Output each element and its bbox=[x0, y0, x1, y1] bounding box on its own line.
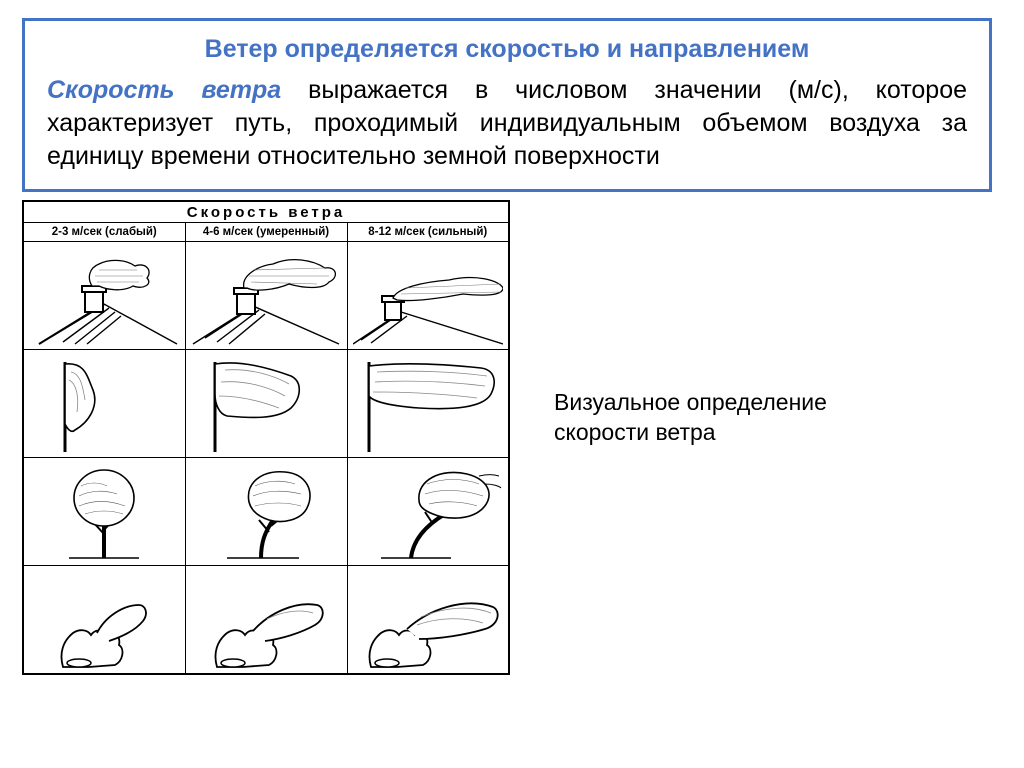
info-body: Скорость ветра выражается в числовом зна… bbox=[47, 74, 967, 173]
info-title: Ветер определяется скоростью и направлен… bbox=[47, 35, 967, 64]
table-row bbox=[23, 242, 509, 350]
flag-icon bbox=[353, 354, 503, 454]
cell-hand-weak bbox=[23, 566, 185, 674]
col-head-weak: 2-3 м/сек (слабый) bbox=[23, 223, 185, 242]
chimney-smoke-icon bbox=[353, 246, 503, 346]
col-range-1: 4-6 м/сек bbox=[203, 226, 253, 238]
wind-speed-table: Скорость ветра 2-3 м/сек (слабый) 4-6 м/… bbox=[22, 200, 510, 675]
col-label-1: (умеренный) bbox=[256, 226, 329, 238]
caption-line2: скорости ветра bbox=[554, 419, 716, 445]
table-caption: Визуальное определение скорости ветра bbox=[554, 388, 827, 448]
chimney-smoke-icon bbox=[191, 246, 341, 346]
cell-smoke-moderate bbox=[185, 242, 347, 350]
cell-flag-weak bbox=[23, 350, 185, 458]
table-row bbox=[23, 458, 509, 566]
cell-smoke-strong bbox=[347, 242, 509, 350]
info-box: Ветер определяется скоростью и направлен… bbox=[22, 18, 992, 192]
table-header-row: 2-3 м/сек (слабый) 4-6 м/сек (умеренный)… bbox=[23, 223, 509, 242]
col-range-0: 2-3 м/сек bbox=[52, 226, 102, 238]
chimney-smoke-icon bbox=[29, 246, 179, 346]
cell-hand-moderate bbox=[185, 566, 347, 674]
col-head-strong: 8-12 м/сек (сильный) bbox=[347, 223, 509, 242]
cell-tree-weak bbox=[23, 458, 185, 566]
cell-flag-strong bbox=[347, 350, 509, 458]
handkerchief-icon bbox=[191, 569, 341, 669]
lower-row: Скорость ветра 2-3 м/сек (слабый) 4-6 м/… bbox=[22, 200, 992, 675]
flag-icon bbox=[191, 354, 341, 454]
cell-flag-moderate bbox=[185, 350, 347, 458]
table-row bbox=[23, 350, 509, 458]
col-label-0: (слабый) bbox=[105, 226, 157, 238]
cell-hand-strong bbox=[347, 566, 509, 674]
handkerchief-icon bbox=[353, 569, 503, 669]
table-row bbox=[23, 566, 509, 674]
cell-smoke-weak bbox=[23, 242, 185, 350]
handkerchief-icon bbox=[29, 569, 179, 669]
caption-line1: Визуальное определение bbox=[554, 389, 827, 415]
col-range-2: 8-12 м/сек bbox=[368, 226, 424, 238]
tree-icon bbox=[29, 462, 179, 562]
tree-icon bbox=[191, 462, 341, 562]
cell-tree-strong bbox=[347, 458, 509, 566]
col-label-2: (сильный) bbox=[428, 226, 487, 238]
info-emphasis: Скорость ветра bbox=[47, 76, 281, 104]
tree-icon bbox=[353, 462, 503, 562]
flag-icon bbox=[29, 354, 179, 454]
cell-tree-moderate bbox=[185, 458, 347, 566]
table-title: Скорость ветра bbox=[23, 201, 509, 223]
col-head-moderate: 4-6 м/сек (умеренный) bbox=[185, 223, 347, 242]
